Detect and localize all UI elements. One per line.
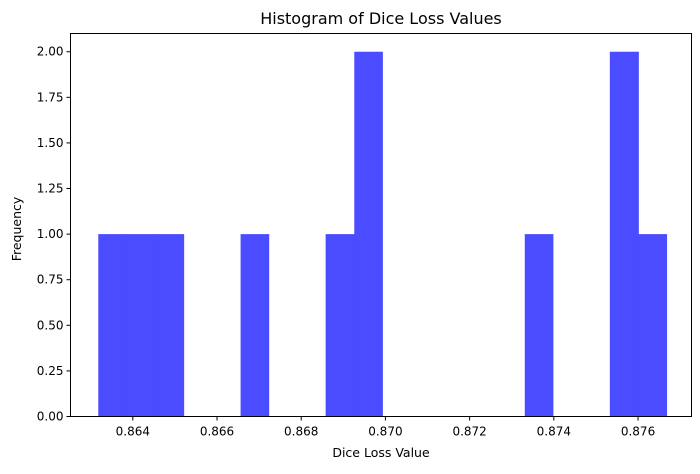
y-tick-label: 1.50 — [37, 136, 64, 150]
y-axis-label: Frequency — [9, 196, 24, 261]
y-ticks: 0.00 0.25 0.50 0.75 1.00 1.25 1.50 1.75 2.00 — [37, 45, 71, 424]
histogram-bar — [325, 234, 355, 417]
histogram-bar — [126, 234, 156, 417]
x-ticks: 0.864 0.866 0.868 0.870 0.872 0.874 0.876 — [116, 416, 655, 439]
histogram-bar — [638, 234, 668, 417]
histogram-bar — [524, 234, 554, 417]
x-tick-label: 0.864 — [116, 425, 150, 439]
y-tick-label: 0.50 — [37, 318, 64, 332]
x-tick-label: 0.866 — [200, 425, 234, 439]
x-tick-label: 0.874 — [537, 425, 571, 439]
y-tick-label: 0.75 — [37, 273, 64, 287]
y-tick-label: 0.00 — [37, 410, 64, 424]
histogram-bar — [609, 51, 639, 417]
x-tick-label: 0.872 — [452, 425, 486, 439]
histogram-bar — [155, 234, 185, 417]
histogram-bar — [354, 51, 383, 417]
histogram-bar — [98, 234, 128, 417]
plot-frame — [70, 33, 692, 417]
chart-title: Histogram of Dice Loss Values — [260, 9, 502, 28]
histogram-bar — [240, 234, 270, 417]
x-axis-label: Dice Loss Value — [332, 445, 430, 460]
x-tick-label: 0.870 — [368, 425, 402, 439]
y-tick-label: 1.00 — [37, 227, 64, 241]
y-tick-label: 1.75 — [37, 90, 64, 104]
y-tick-label: 1.25 — [37, 182, 64, 196]
x-tick-label: 0.876 — [621, 425, 655, 439]
y-tick-label: 0.25 — [37, 364, 64, 378]
bars-layer — [98, 51, 668, 417]
y-tick-label: 2.00 — [37, 45, 64, 59]
x-tick-label: 0.868 — [284, 425, 318, 439]
